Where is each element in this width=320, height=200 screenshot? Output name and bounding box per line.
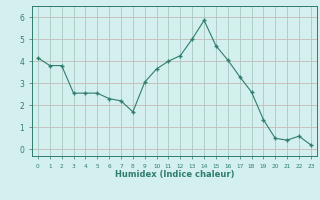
X-axis label: Humidex (Indice chaleur): Humidex (Indice chaleur) xyxy=(115,170,234,179)
